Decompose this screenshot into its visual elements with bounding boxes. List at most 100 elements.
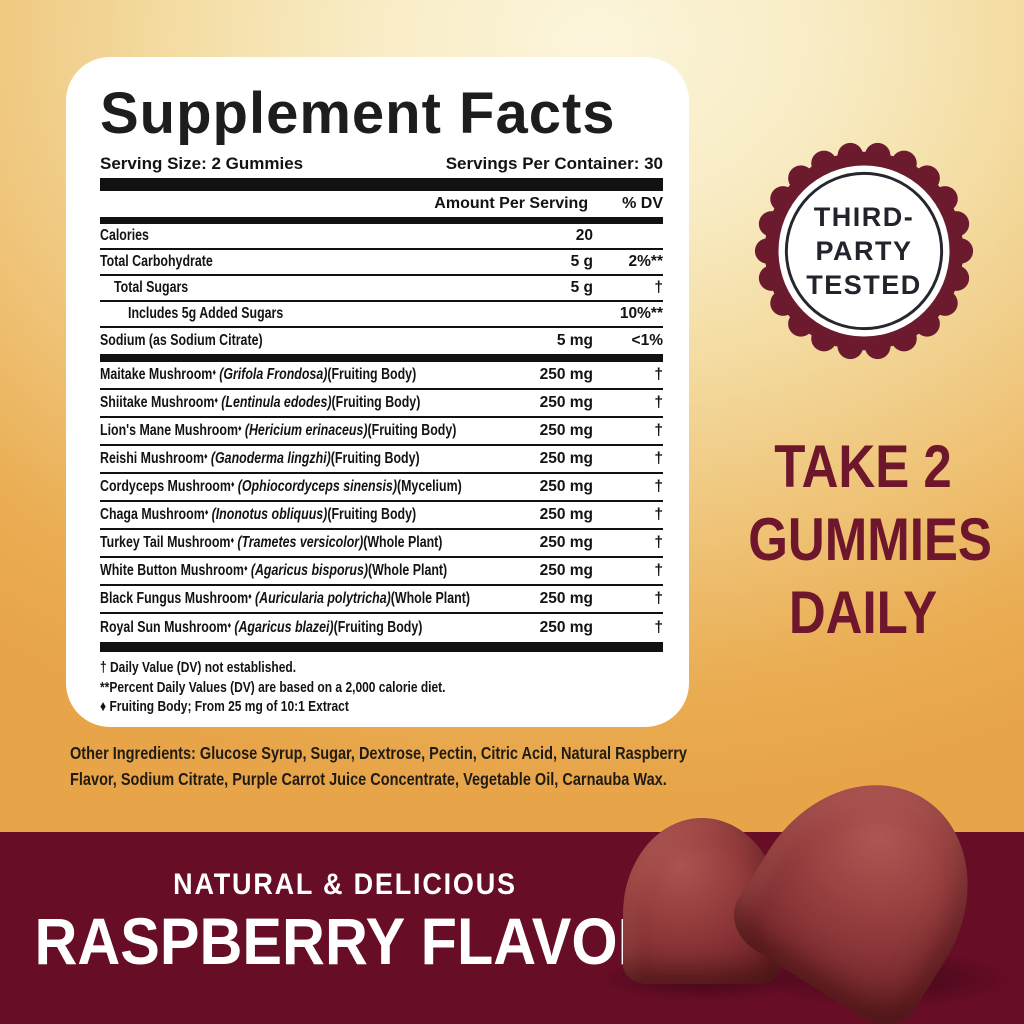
botanical-part: (Whole Plant)	[367, 562, 448, 579]
badge-seal-icon	[754, 142, 974, 360]
nutrient-name: Sodium (as Sodium Citrate)	[100, 332, 263, 349]
botanical-latin-name: (Hericium erinaceus)	[244, 422, 368, 439]
botanical-name: Lion's Mane Mushroom	[100, 422, 238, 439]
botanical-row: Cordyceps Mushroom♦ (Ophiocordyceps sinen…	[100, 474, 663, 502]
nutrient-name: Total Sugars	[114, 279, 189, 296]
botanical-latin-name: (Agaricus blazei)	[234, 619, 334, 636]
botanical-latin-name: (Inonotus obliquus)	[211, 506, 328, 523]
botanical-row: Maitake Mushroom♦ (Grifola Frondosa)(Frui…	[100, 362, 663, 390]
botanical-dv: †	[654, 590, 663, 607]
botanical-row: Chaga Mushroom♦ (Inonotus obliquus)(Fruit…	[100, 502, 663, 530]
nutrient-row: Includes 5g Added Sugars 10%**	[100, 302, 663, 328]
botanical-name: Black Fungus Mushroom	[100, 590, 249, 607]
nutrient-amount: 5 mg	[556, 332, 593, 349]
footnote-marker: ♦	[230, 479, 235, 489]
botanical-row: Royal Sun Mushroom♦ (Agaricus blazei)(Fru…	[100, 614, 663, 642]
botanical-latin-name: (Auricularia polytricha)	[255, 590, 391, 607]
badge-text: THIRD- PARTY TESTED	[750, 200, 978, 302]
nutrient-name: Calories	[100, 227, 149, 244]
botanical-amount: 250 mg	[539, 422, 593, 439]
footnote-marker: ♦	[214, 395, 219, 405]
botanical-amount: 250 mg	[539, 534, 593, 551]
botanical-part: (Fruiting Body)	[327, 366, 417, 383]
banner-subtitle: NATURAL & DELICIOUS	[173, 868, 517, 901]
botanical-latin-name: (Grifola Frondosa)	[219, 366, 328, 383]
nutrient-amount: 5 g	[570, 253, 593, 270]
nutrient-row: Calories 20	[100, 224, 663, 250]
botanical-name: Turkey Tail Mushroom	[100, 534, 231, 551]
botanical-dv: †	[654, 619, 663, 636]
footnote-marker: ♦	[237, 423, 242, 433]
divider-medium	[100, 217, 663, 224]
footnote-marker: ♦	[212, 367, 216, 377]
serving-row: Serving Size: 2 Gummies Servings Per Con…	[100, 154, 663, 174]
nutrient-row: Total Carbohydrate 5 g 2%**	[100, 250, 663, 276]
nutrient-dv: 10%**	[619, 305, 663, 322]
botanical-row: Turkey Tail Mushroom♦ (Trametes versicolo…	[100, 530, 663, 558]
nutrient-amount: 5 g	[570, 279, 593, 296]
nutrient-row: Total Sugars 5 g †	[100, 276, 663, 302]
botanical-dv: †	[654, 422, 663, 439]
botanical-amount: 250 mg	[539, 394, 593, 411]
third-party-tested-badge: THIRD- PARTY TESTED	[750, 137, 978, 365]
percent-dv-header: % DV	[622, 195, 663, 212]
botanical-part: (Fruiting Body)	[333, 619, 423, 636]
botanical-part: (Whole Plant)	[390, 590, 470, 607]
badge-line: TESTED	[806, 270, 922, 300]
botanical-part: (Mycelium)	[396, 478, 462, 495]
dosage-line: TAKE 2	[774, 433, 952, 500]
botanical-amount: 250 mg	[539, 590, 593, 607]
footnotes: † Daily Value (DV) not established. **Pe…	[100, 658, 663, 717]
botanical-latin-name: (Trametes versicolor)	[237, 534, 364, 551]
facts-title: Supplement Facts	[100, 81, 616, 146]
column-header-row: Amount Per Serving % DV	[100, 191, 663, 217]
botanical-name: Maitake Mushroom	[100, 366, 213, 383]
botanical-latin-name: (Ganoderma lingzhi)	[210, 450, 331, 467]
footnote-fruiting-body: ♦ Fruiting Body; From 25 mg of 10:1 Extr…	[100, 698, 349, 715]
footnote-dv: † Daily Value (DV) not established.	[100, 659, 297, 676]
botanical-row: Reishi Mushroom♦ (Ganoderma lingzhi)(Frui…	[100, 446, 663, 474]
botanical-name: White Button Mushroom	[100, 562, 244, 579]
botanical-name: Reishi Mushroom	[100, 450, 205, 467]
other-ingredients-text: Other Ingredients: Glucose Syrup, Sugar,…	[70, 743, 687, 789]
footnote-marker: ♦	[204, 451, 208, 461]
botanical-latin-name: (Agaricus bisporus)	[250, 562, 368, 579]
botanical-amount: 250 mg	[539, 366, 593, 383]
botanical-dv: †	[654, 562, 663, 579]
footnote-marker: ♦	[227, 620, 232, 630]
botanical-latin-name: (Ophiocordyceps sinensis)	[237, 478, 397, 495]
nutrient-dv: †	[654, 279, 663, 296]
botanical-amount: 250 mg	[539, 506, 593, 523]
dosage-line: GUMMIES	[748, 506, 992, 573]
footnote-marker: ♦	[204, 507, 209, 517]
divider-medium	[100, 354, 663, 362]
botanical-row: White Button Mushroom♦ (Agaricus bisporus…	[100, 558, 663, 586]
servings-per-container: Servings Per Container: 30	[445, 154, 663, 173]
botanical-name: Cordyceps Mushroom	[100, 478, 231, 495]
supplement-facts-panel: Supplement Facts Serving Size: 2 Gummies…	[66, 57, 689, 727]
footnote-marker: ♦	[248, 591, 252, 601]
nutrient-dv: <1%	[631, 332, 663, 349]
botanical-name: Royal Sun Mushroom	[100, 619, 228, 636]
dosage-text: TAKE 2 GUMMIES DAILY	[748, 430, 992, 649]
botanical-part: (Fruiting Body)	[367, 422, 457, 439]
badge-line: PARTY	[815, 236, 913, 266]
footnote-percent-dv: **Percent Daily Values (DV) are based on…	[100, 678, 446, 696]
botanical-part: (Fruiting Body)	[331, 394, 421, 411]
botanical-dv: †	[654, 506, 663, 523]
botanical-amount: 250 mg	[539, 478, 593, 495]
botanical-name: Shiitake Mushroom	[100, 394, 215, 411]
divider-thick	[100, 178, 663, 191]
botanical-row: Lion's Mane Mushroom♦ (Hericium erinaceus…	[100, 418, 663, 446]
flavor-banner-text: NATURAL & DELICIOUS RASPBERRY FLAVOR	[0, 832, 690, 976]
botanical-dv: †	[654, 534, 663, 551]
nutrient-amount: 20	[575, 227, 593, 244]
botanical-part: (Fruiting Body)	[330, 450, 420, 467]
banner-title: RASPBERRY FLAVOR	[34, 904, 661, 978]
botanical-dv: †	[654, 450, 663, 467]
botanical-amount: 250 mg	[539, 619, 593, 636]
nutrient-name: Total Carbohydrate	[100, 253, 213, 270]
divider-thick	[100, 642, 663, 652]
dosage-line: DAILY	[788, 579, 938, 646]
